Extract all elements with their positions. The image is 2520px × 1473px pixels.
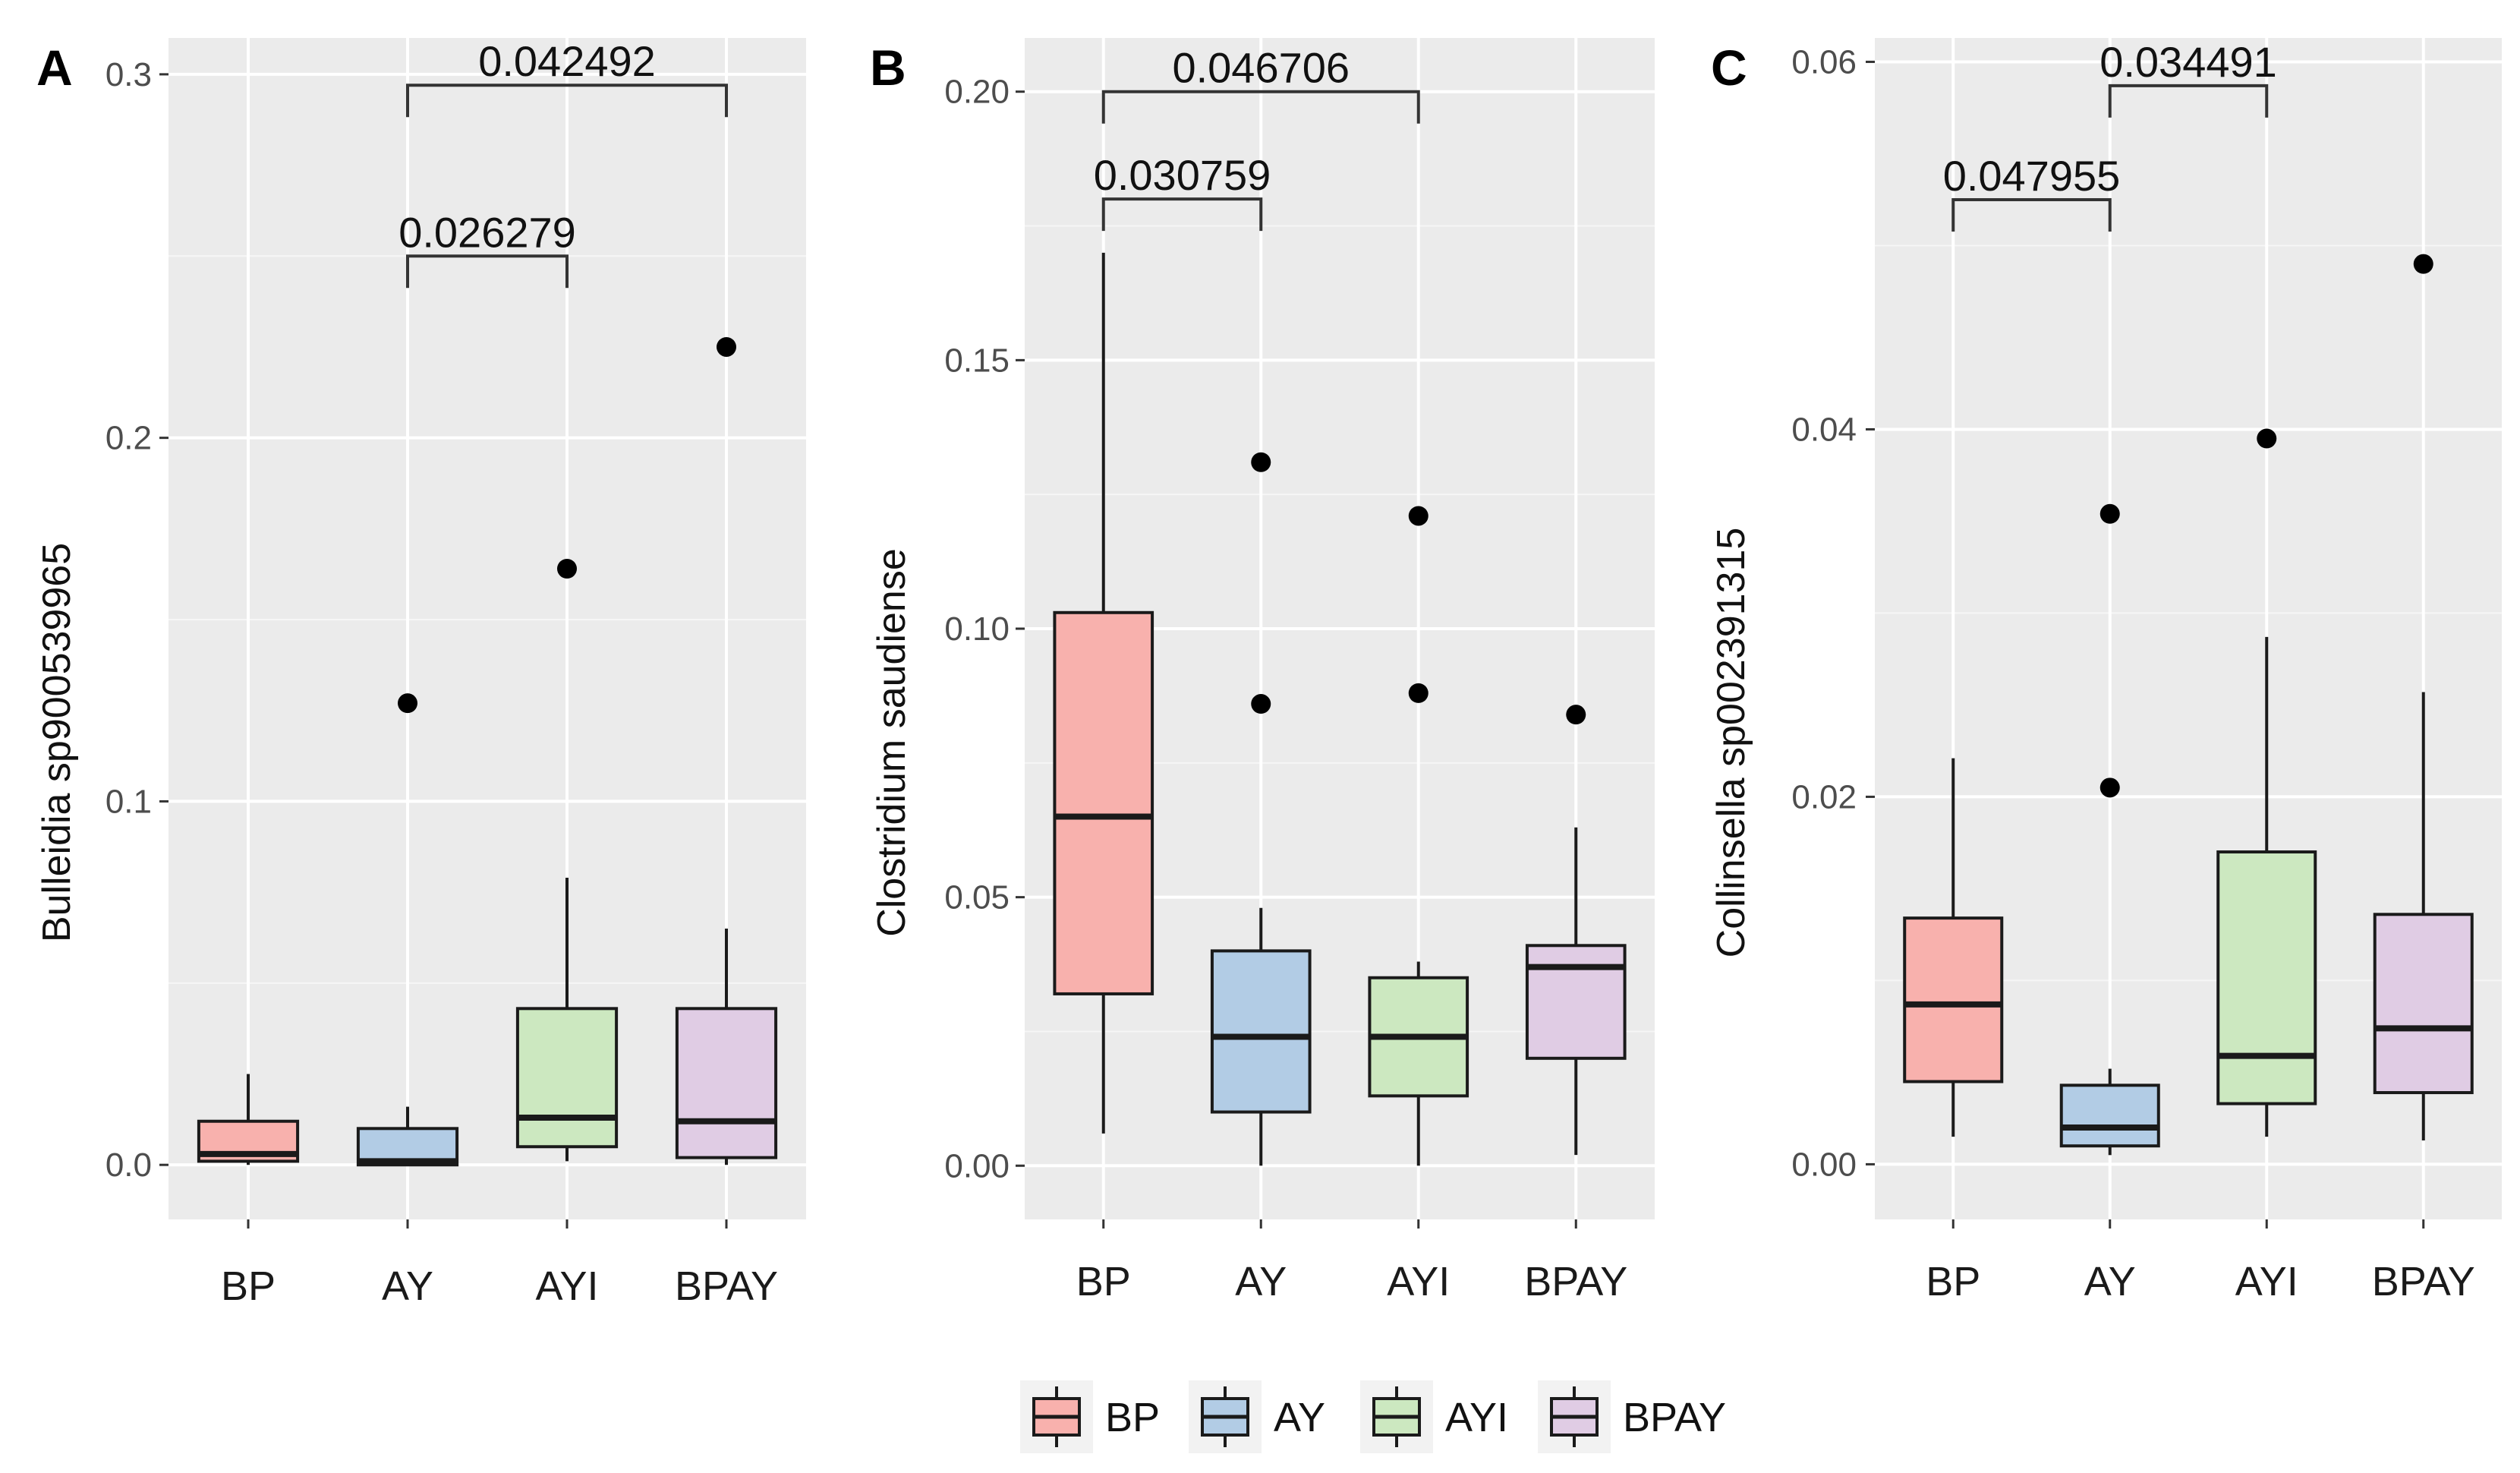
y-tick-label: 0.06 <box>1791 43 1857 80</box>
outlier-point <box>1251 694 1271 714</box>
p-value-label: 0.047955 <box>1943 152 2121 200</box>
box-AYI <box>515 559 619 1162</box>
x-tick-label-BP: BP <box>221 1263 276 1309</box>
y-axis-title: Clostridium saudiense <box>870 548 914 937</box>
legend-item-BPAY: BPAY <box>1538 1380 1726 1453</box>
box-AY <box>356 693 459 1167</box>
legend-label: AYI <box>1445 1395 1508 1440</box>
bracket-line <box>2108 84 2269 118</box>
outlier-point <box>398 693 417 714</box>
x-tick-label-BPAY: BPAY <box>2372 1259 2475 1304</box>
box-iqr <box>2059 1083 2160 1148</box>
y-tick-label: 0.1 <box>106 783 152 820</box>
p-value-label: 0.030759 <box>1094 151 1271 199</box>
x-tick-label-AYI: AYI <box>2235 1259 2298 1304</box>
outlier-point <box>1566 705 1586 725</box>
outlier-point <box>2257 428 2277 449</box>
box-iqr <box>675 1007 778 1159</box>
legend-item-AYI: AYI <box>1360 1380 1508 1453</box>
box-BPAY <box>675 336 778 1165</box>
outlier-point <box>1408 683 1429 703</box>
box-AYI <box>1368 506 1469 1166</box>
box-BPAY <box>2373 254 2474 1140</box>
box-BPAY <box>1525 705 1627 1156</box>
y-tick-label: 0.0 <box>106 1147 152 1184</box>
p-value-label: 0.046706 <box>1172 44 1350 92</box>
box-AY <box>1210 452 1312 1166</box>
box-AY <box>2059 503 2160 1156</box>
p-value-label: 0.042492 <box>478 37 656 85</box>
box-BP <box>1053 252 1154 1134</box>
box-AYI <box>2216 428 2317 1137</box>
significance-bracket: 0.047955 <box>1943 152 2121 232</box>
significance-bracket: 0.026279 <box>398 208 576 289</box>
bracket-line <box>406 254 569 289</box>
box-iqr <box>515 1007 619 1149</box>
bracket-line <box>406 84 728 118</box>
x-tick-label-BPAY: BPAY <box>1524 1259 1627 1304</box>
p-value-label: 0.026279 <box>398 208 576 256</box>
box-iqr <box>1903 916 2004 1083</box>
significance-bracket: 0.034491 <box>2099 38 2277 118</box>
x-tick-label-AY: AY <box>382 1263 433 1309</box>
panel-label: C <box>1711 39 1747 96</box>
box-iqr <box>2373 913 2474 1095</box>
y-axis-title: Bulleidia sp900539965 <box>35 543 79 942</box>
panel-label: B <box>870 39 906 96</box>
bracket-line <box>1101 90 1420 124</box>
significance-bracket: 0.042492 <box>406 37 728 118</box>
y-tick-label: 0.3 <box>106 56 152 93</box>
x-tick-label-AYI: AYI <box>535 1263 598 1309</box>
y-tick-label: 0.00 <box>944 1147 1010 1184</box>
x-tick-label-AYI: AYI <box>1387 1259 1450 1304</box>
box-BP <box>197 1074 300 1165</box>
x-tick-label-BP: BP <box>1076 1259 1131 1304</box>
x-tick-label-AY: AY <box>2084 1259 2136 1304</box>
y-tick-label: 0.02 <box>1791 778 1857 815</box>
bracket-line <box>1951 197 2112 232</box>
legend-label: BP <box>1105 1395 1160 1440</box>
y-tick-label: 0.10 <box>944 610 1010 648</box>
bracket-line <box>1101 197 1263 232</box>
box-BP <box>1903 758 2004 1137</box>
box-iqr <box>1525 944 1627 1060</box>
outlier-point <box>557 559 577 579</box>
box-iqr <box>1210 949 1312 1114</box>
legend: BP AY AYI BPAY <box>1020 1380 1726 1453</box>
significance-bracket: 0.030759 <box>1094 151 1271 232</box>
y-tick-label: 0.15 <box>944 342 1010 379</box>
y-tick-label: 0.20 <box>944 74 1010 111</box>
significance-bracket: 0.046706 <box>1101 44 1420 124</box>
x-tick-label-BPAY: BPAY <box>675 1263 778 1309</box>
legend-item-AY: AY <box>1189 1380 1325 1453</box>
legend-label: AY <box>1274 1395 1325 1440</box>
p-value-label: 0.034491 <box>2099 38 2277 86</box>
outlier-point <box>1408 506 1429 526</box>
outlier-point <box>2099 503 2120 524</box>
box-iqr <box>1053 610 1154 995</box>
y-tick-label: 0.00 <box>1791 1146 1857 1183</box>
outlier-point <box>2099 778 2120 798</box>
outlier-point <box>2413 254 2433 274</box>
y-tick-label: 0.05 <box>944 879 1010 916</box>
panel-label: A <box>36 39 73 96</box>
y-axis-title: Collinsella sp002391315 <box>1709 528 1753 958</box>
y-tick-label: 0.04 <box>1791 411 1857 448</box>
x-tick-label-BP: BP <box>1926 1259 1980 1304</box>
outlier-point <box>717 336 736 357</box>
x-tick-label-AY: AY <box>1235 1259 1287 1304</box>
outlier-point <box>1251 452 1271 472</box>
y-tick-label: 0.2 <box>106 420 152 457</box>
legend-item-BP: BP <box>1020 1380 1160 1453</box>
box-iqr <box>2216 850 2317 1106</box>
legend-label: BPAY <box>1623 1395 1726 1440</box>
